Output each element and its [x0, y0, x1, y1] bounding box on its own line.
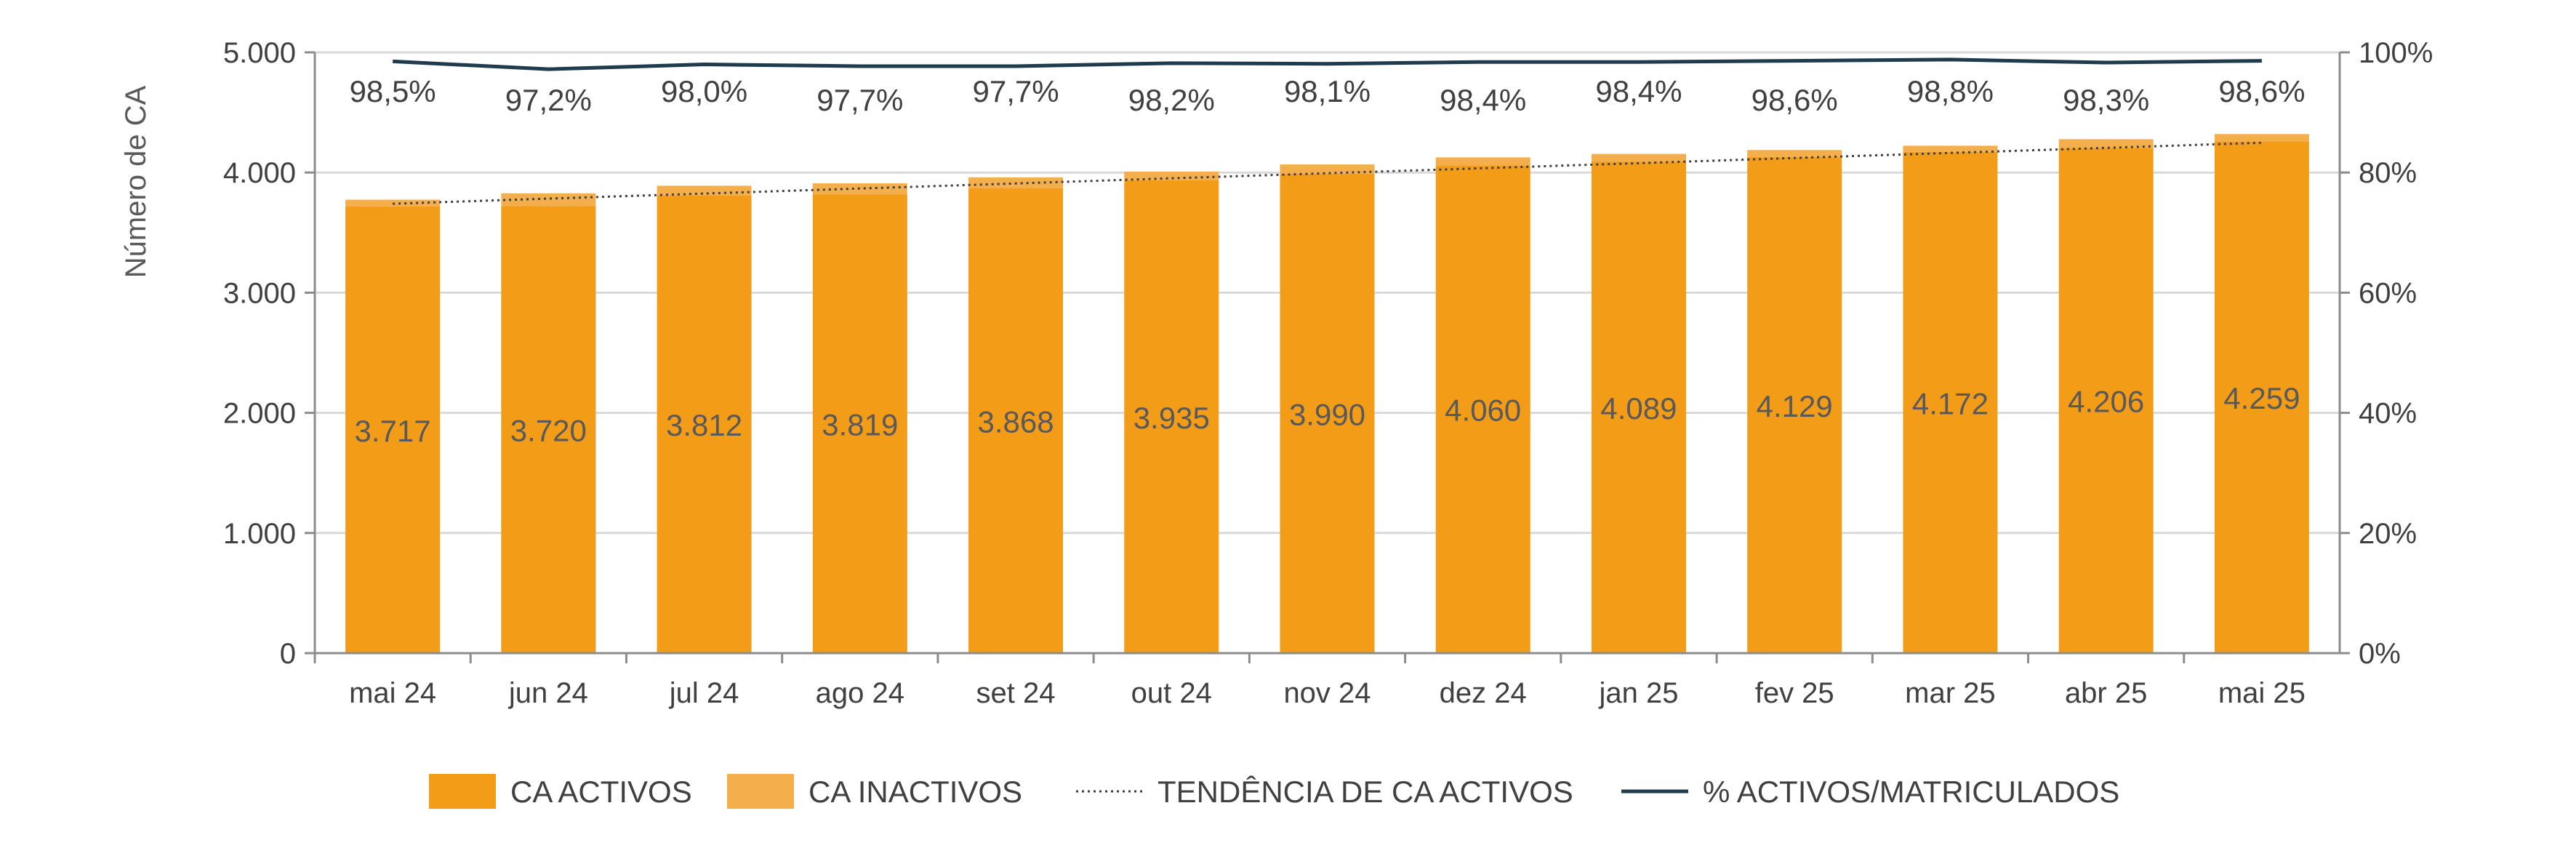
legend-item-ca-activos-swatch [429, 774, 496, 809]
bar-ca-inactivos [2058, 139, 2154, 148]
legend-item-ca-inactivos-swatch [727, 774, 794, 809]
x-tick-label: mar 25 [1905, 677, 1996, 709]
x-tick-label: out 24 [1131, 677, 1212, 709]
x-tick-label: set 24 [976, 677, 1056, 709]
bar-value-label: 3.935 [1133, 401, 1210, 435]
legend-item-ca-inactivos-label: CA INACTIVOS [808, 775, 1022, 809]
bar-value-label: 4.129 [1757, 389, 1833, 423]
y-tick-label: 2.000 [223, 398, 296, 430]
bar-ca-inactivos [812, 183, 907, 195]
bar-ca-activos [501, 206, 596, 653]
y2-tick-label: 20% [2359, 518, 2417, 550]
y-tick-label: 3.000 [223, 277, 296, 309]
y-tick-label: 5.000 [223, 37, 296, 69]
bar-value-label: 3.717 [355, 414, 431, 448]
y-tick-label: 4.000 [223, 157, 296, 189]
bar-value-label: 3.990 [1289, 397, 1365, 431]
bar-ca-activos [657, 195, 752, 654]
bar-value-label: 4.172 [1912, 386, 1989, 420]
bar-ca-activos [1903, 151, 1998, 654]
x-tick-label: dez 24 [1440, 677, 1527, 709]
x-tick-label: jan 25 [1598, 677, 1678, 709]
x-tick-label: mai 25 [2218, 677, 2306, 709]
bar-ca-inactivos [2214, 134, 2309, 142]
bar-ca-activos [1280, 173, 1375, 654]
pct-value-label: 98,4% [1595, 74, 1682, 108]
y2-tick-label: 100% [2359, 37, 2433, 69]
axes-layer: 0 1.000 2.000 3.000 4.000 5.000 0% 20% 40% 60% 80%… [223, 37, 2433, 709]
y2-tick-label: 60% [2359, 277, 2417, 309]
bars-layer [345, 134, 2309, 654]
bar-value-label: 4.060 [1445, 393, 1521, 428]
legend-item-pct-label: % ACTIVOS/MATRICULADOS [1703, 775, 2119, 809]
pct-value-label: 97,7% [816, 83, 903, 117]
x-tick-label: nov 24 [1283, 677, 1371, 709]
pct-value-label: 98,2% [1128, 83, 1215, 117]
bar-ca-activos [812, 194, 907, 653]
bar-value-label: 4.089 [1600, 391, 1677, 425]
pct-value-label: 98,4% [1440, 83, 1526, 117]
bar-ca-activos [2058, 148, 2154, 653]
bar-ca-inactivos [1747, 150, 1842, 157]
y2-tick-label: 40% [2359, 398, 2417, 430]
pct-value-label: 97,7% [972, 74, 1059, 108]
bar-ca-inactivos [1280, 164, 1375, 174]
y2-tick-label: 0% [2359, 638, 2401, 670]
bar-ca-inactivos [1903, 145, 1998, 152]
pct-line [392, 57, 2262, 71]
bar-value-label: 3.720 [510, 414, 587, 448]
x-tick-label: mai 24 [349, 677, 436, 709]
bar-ca-inactivos [1124, 172, 1219, 180]
pct-value-label: 98,6% [2218, 74, 2305, 108]
bar-ca-activos [968, 188, 1064, 653]
bar-value-label: 4.206 [2068, 385, 2144, 419]
x-tick-label: abr 25 [2065, 677, 2147, 709]
x-tick-label: fev 25 [1755, 677, 1834, 709]
x-tick-label: ago 24 [816, 677, 904, 709]
pct-value-label: 98,5% [350, 74, 436, 108]
x-tick-label: jun 24 [508, 677, 588, 709]
x-tick-label: jul 24 [669, 677, 739, 709]
bar-ca-activos [345, 206, 441, 653]
pct-value-label: 98,1% [1284, 74, 1371, 108]
y-axis-title: Número de CA [120, 85, 152, 278]
legend: CA ACTIVOS CA INACTIVOS TENDÊNCIA DE CA AC… [429, 774, 2119, 809]
labels-layer: 3.717 98,5% 3.720 97,2% 3.812 98,0% 3.819 97,7%… [350, 74, 2306, 448]
legend-item-ca-activos-label: CA ACTIVOS [510, 775, 692, 809]
bar-value-label: 4.259 [2223, 381, 2300, 415]
bar-value-label: 3.812 [666, 408, 742, 442]
y-tick-label: 0 [280, 638, 296, 670]
bar-ca-activos [1435, 165, 1530, 654]
pct-value-label: 98,0% [661, 74, 747, 108]
pct-value-label: 98,8% [1907, 74, 1994, 108]
bar-ca-inactivos [1435, 157, 1530, 166]
bar-value-label: 3.819 [822, 408, 898, 442]
legend-item-tendencia-label: TENDÊNCIA DE CA ACTIVOS [1157, 775, 1573, 809]
bar-ca-inactivos [501, 193, 596, 207]
pct-value-label: 97,2% [505, 83, 592, 117]
y2-tick-label: 80% [2359, 157, 2417, 189]
lines-layer [392, 57, 2262, 205]
bar-ca-activos [1747, 156, 1842, 653]
pct-value-label: 98,6% [1752, 83, 1838, 117]
bar-ca-inactivos [657, 185, 752, 196]
y-tick-label: 1.000 [223, 518, 296, 550]
bar-ca-activos [1591, 161, 1686, 653]
bar-ca-activos [1124, 180, 1219, 654]
bar-value-label: 3.868 [977, 405, 1054, 439]
pct-value-label: 98,3% [2063, 83, 2149, 117]
bar-ca-inactivos [1591, 153, 1686, 162]
bar-ca-activos [2214, 141, 2309, 653]
